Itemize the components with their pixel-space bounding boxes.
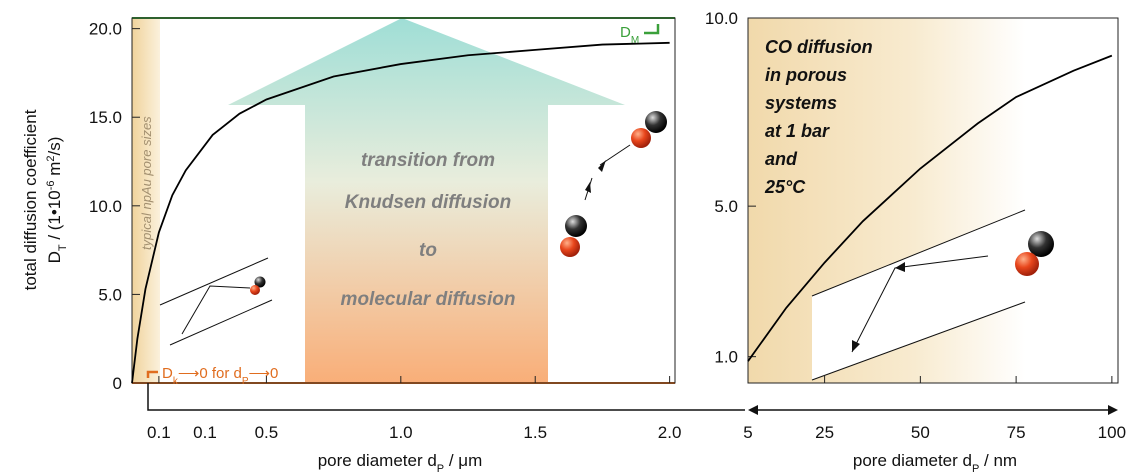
x-axis-label: pore diameter dP / nm xyxy=(853,451,1017,475)
label-part: D xyxy=(45,251,64,263)
side-note: typical npAu pore sizes xyxy=(139,116,154,250)
molecule-o xyxy=(250,285,260,295)
arrowhead xyxy=(585,182,591,193)
x-tick-label: 25 xyxy=(815,423,834,442)
upper-limit-label: DM xyxy=(620,24,639,46)
label-part: pore diameter d xyxy=(853,451,972,470)
note: at 1 bar xyxy=(765,121,830,141)
molecule-o xyxy=(1015,252,1039,276)
limit-arrow xyxy=(644,24,658,33)
y-axis-label: total diffusion coefficient xyxy=(21,109,40,290)
x-tick-label: 75 xyxy=(1007,423,1026,442)
y-tick-label: 10.0 xyxy=(705,9,738,28)
x-tick-label: 2.0 xyxy=(658,423,682,442)
label-part: ⟶0 xyxy=(249,365,279,382)
molecular-molecules xyxy=(560,111,667,257)
pore-wall xyxy=(160,258,268,305)
label-part: D xyxy=(162,365,173,382)
x-tick-label: 0.5 xyxy=(255,423,279,442)
label-part: ⟶0 for d xyxy=(178,365,242,382)
knudsen-inset xyxy=(160,258,272,345)
note: and xyxy=(765,149,798,169)
pore-wall xyxy=(170,300,272,345)
label-part: P xyxy=(972,463,979,475)
y-tick-label: 5.0 xyxy=(714,197,738,216)
y-tick-label: 10.0 xyxy=(89,197,122,216)
label-part: D xyxy=(620,24,631,41)
trajectory xyxy=(182,286,250,334)
note: in porous xyxy=(765,65,847,85)
arrowhead xyxy=(598,160,606,172)
label-part: / nm xyxy=(979,451,1017,470)
x-tick-label: 1.0 xyxy=(389,423,413,442)
note: systems xyxy=(765,93,837,113)
arrow-text: to xyxy=(419,240,437,261)
x-axis-label: pore diameter dP / μm xyxy=(318,451,483,475)
y-tick-label: 20.0 xyxy=(89,20,122,39)
figure: total diffusion coefficient DT / (1•10-6… xyxy=(0,0,1142,476)
x-tick-label: 0.1 xyxy=(193,423,217,442)
label-part: m xyxy=(45,162,64,181)
label-part: pore diameter d xyxy=(318,451,437,470)
label-part: / μm xyxy=(444,451,482,470)
note: 25°C xyxy=(764,177,806,197)
arrow-text: transition from xyxy=(361,150,495,171)
label-part: / (1•10 xyxy=(45,190,64,244)
y-tick-label: 0 xyxy=(113,374,122,393)
arrow-text: Knudsen diffusion xyxy=(345,192,511,213)
molecule-c xyxy=(565,215,587,237)
scale-connector xyxy=(148,383,745,410)
molecule-o xyxy=(631,128,651,148)
x-tick-label: 0.1 xyxy=(147,423,171,442)
y-tick-label: 15.0 xyxy=(89,108,122,127)
x-tick-label: 5 xyxy=(743,423,752,442)
y-tick-label: 1.0 xyxy=(714,348,738,367)
x-tick-label: 100 xyxy=(1098,423,1126,442)
molecule-o xyxy=(560,237,580,257)
x-tick-label: 50 xyxy=(911,423,930,442)
note: CO diffusion xyxy=(765,37,873,57)
page: total diffusion coefficient DT / (1•10-6… xyxy=(0,0,1142,476)
arrowhead xyxy=(1108,405,1118,415)
y-tick-label: 5.0 xyxy=(98,285,122,304)
y-axis-label: DT / (1•10-6 m2/s) xyxy=(45,137,69,264)
arrow-text: molecular diffusion xyxy=(341,289,516,310)
arrowhead xyxy=(748,405,758,415)
label-part: -6 xyxy=(45,180,57,190)
label-part: P xyxy=(437,463,444,475)
molecule-c xyxy=(645,111,667,133)
x-tick-label: 1.5 xyxy=(523,423,547,442)
label-part: /s) xyxy=(45,137,64,156)
